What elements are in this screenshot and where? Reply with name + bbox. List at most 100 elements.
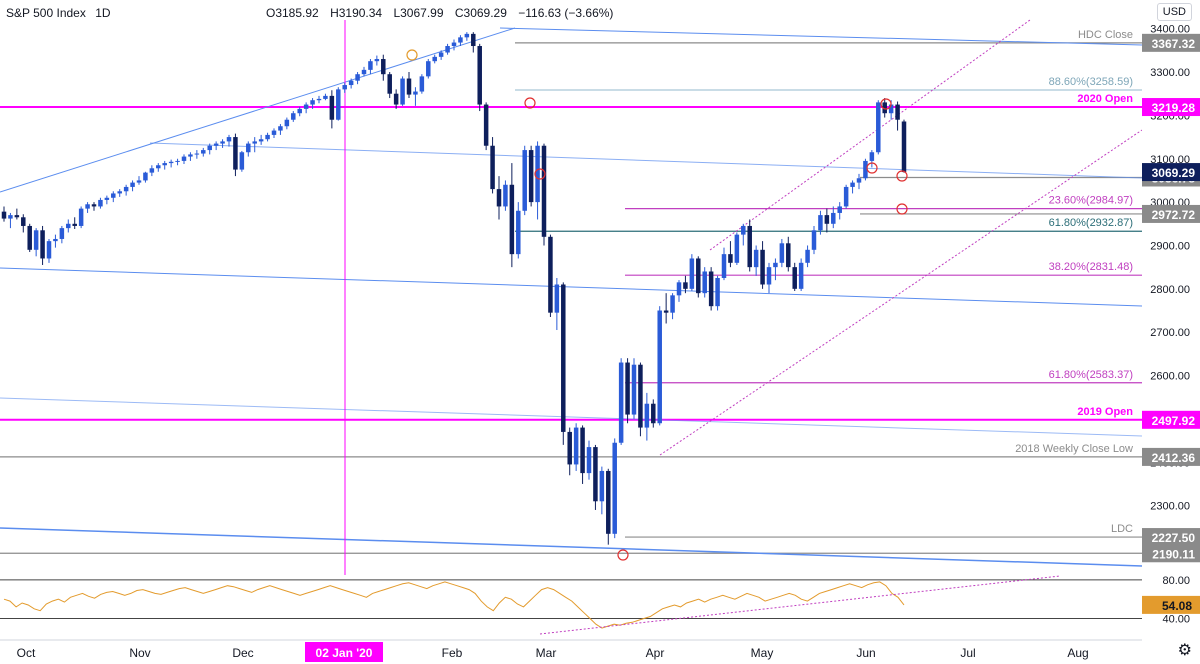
candle-body bbox=[734, 234, 740, 263]
ohlc-readout: O3185.92 H3190.34 L3067.99 C3069.29 −116… bbox=[266, 6, 621, 20]
candle-body bbox=[33, 230, 39, 250]
candle-body bbox=[156, 165, 161, 169]
candle-body bbox=[265, 134, 270, 140]
circle-marker-1 bbox=[524, 97, 536, 109]
axis-tag-12: 2190.11 bbox=[1152, 547, 1195, 561]
level-label-7: 38.20%(2831.48) bbox=[1049, 261, 1133, 273]
candle-body bbox=[786, 243, 791, 268]
candle-body bbox=[702, 271, 707, 294]
candle-body bbox=[438, 52, 444, 57]
candle-body bbox=[406, 78, 412, 95]
level-label-9: 2019 Open bbox=[1077, 406, 1133, 418]
candle-body bbox=[123, 186, 129, 192]
candle-body bbox=[721, 254, 727, 278]
circle-marker-6 bbox=[896, 203, 908, 215]
x-label-4: Mar bbox=[536, 646, 557, 660]
candle-body bbox=[805, 249, 810, 263]
channel-line bbox=[0, 397, 1143, 437]
open-value: O3185.92 bbox=[266, 6, 319, 20]
level-label-0: HDC Close bbox=[1078, 29, 1133, 41]
candle-body bbox=[696, 258, 701, 294]
candle-body bbox=[355, 74, 360, 81]
candle-body bbox=[226, 137, 232, 142]
candle-body bbox=[728, 254, 733, 263]
candle-body bbox=[753, 249, 759, 268]
candle-body bbox=[599, 470, 605, 502]
channel-lower bbox=[659, 129, 1143, 456]
candle-body bbox=[541, 145, 547, 237]
circle-markers bbox=[406, 49, 908, 561]
axis-tag-0: 3367.32 bbox=[1152, 37, 1196, 51]
chart-header: S&P 500 Index 1D bbox=[6, 6, 117, 20]
candle-body bbox=[53, 238, 58, 242]
candle-body bbox=[297, 108, 302, 114]
candle-body bbox=[239, 152, 245, 170]
lower-trend-line bbox=[0, 267, 1143, 307]
candle-body bbox=[580, 427, 585, 474]
candle-body bbox=[612, 442, 617, 534]
candle-body bbox=[895, 104, 900, 120]
change-value: −116.63 (−3.66%) bbox=[518, 6, 614, 20]
interval-label[interactable]: 1D bbox=[95, 6, 111, 20]
rsi-line bbox=[3, 581, 905, 629]
candle-body bbox=[111, 193, 116, 198]
axis-tag-2: 3219.28 bbox=[1152, 101, 1196, 115]
candle-body bbox=[451, 42, 457, 47]
candle-body bbox=[593, 447, 598, 502]
channel-upper bbox=[709, 19, 1031, 251]
x-label-1: Nov bbox=[129, 646, 150, 660]
x-label-3: Feb bbox=[442, 646, 463, 660]
candle-body bbox=[670, 295, 675, 313]
candle-body bbox=[464, 33, 470, 38]
candle-body bbox=[381, 59, 386, 75]
uptrend-line bbox=[0, 27, 516, 193]
candle-body bbox=[567, 431, 572, 465]
candle-body bbox=[162, 163, 167, 166]
candle-body bbox=[516, 210, 521, 255]
candle-body bbox=[348, 80, 354, 86]
candle-body bbox=[130, 182, 135, 187]
axis-tag-9: 2497.92 bbox=[1152, 414, 1196, 428]
rsi-tick-1: 40.00 bbox=[1162, 613, 1190, 625]
y-tick-6: 2800.00 bbox=[1150, 284, 1190, 296]
candle-body bbox=[27, 225, 32, 250]
resistance-line bbox=[499, 27, 1143, 46]
candle-body bbox=[66, 223, 71, 229]
candle-body bbox=[573, 427, 579, 465]
horizontal-levels bbox=[0, 42, 1142, 554]
circle-marker-2 bbox=[534, 168, 546, 180]
level-label-1: 88.60%(3258.59) bbox=[1049, 76, 1133, 88]
close-value: C3069.29 bbox=[454, 6, 507, 20]
candle-body bbox=[458, 37, 463, 43]
symbol-name[interactable]: S&P 500 Index bbox=[6, 6, 86, 20]
currency-button[interactable]: USD bbox=[1156, 3, 1192, 21]
candle-body bbox=[561, 284, 566, 432]
candle-body bbox=[779, 243, 785, 263]
candle-body bbox=[683, 282, 688, 289]
candle-body bbox=[400, 78, 405, 105]
candle-body bbox=[91, 204, 97, 207]
candle-body bbox=[213, 143, 219, 146]
rsi-last-bg bbox=[1142, 595, 1200, 614]
candle-body bbox=[471, 33, 476, 47]
candle-body bbox=[46, 241, 52, 259]
candle-body bbox=[644, 403, 650, 428]
candle-body bbox=[284, 119, 290, 127]
candle-body bbox=[188, 154, 193, 157]
candle-body bbox=[207, 145, 212, 151]
high-value: H3190.34 bbox=[330, 6, 383, 20]
candle-body bbox=[863, 160, 868, 179]
settings-gear-icon[interactable]: ⚙ bbox=[1177, 642, 1192, 659]
candle-body bbox=[503, 184, 508, 207]
rsi-trendline bbox=[539, 575, 1061, 635]
candle-body bbox=[258, 139, 264, 142]
candle-body bbox=[496, 189, 502, 207]
candle-body bbox=[818, 215, 823, 231]
candle-body bbox=[901, 121, 907, 173]
candle-body bbox=[708, 271, 714, 307]
candle-body bbox=[303, 104, 309, 109]
candle-body bbox=[98, 199, 103, 207]
candle-body bbox=[291, 113, 296, 120]
candle-body bbox=[509, 184, 515, 255]
